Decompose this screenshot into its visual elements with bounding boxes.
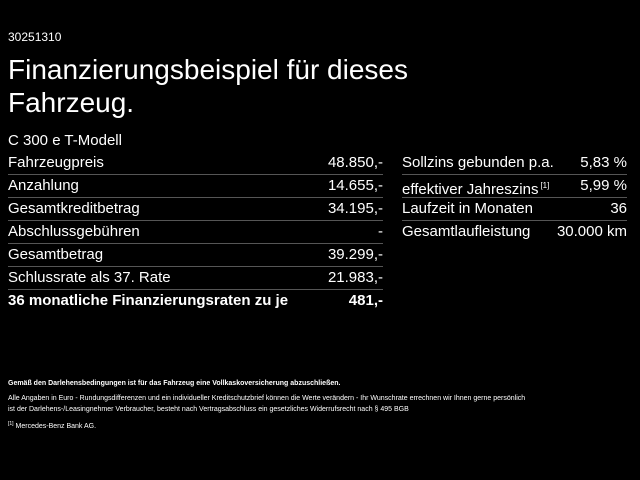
footnote-lines: Alle Angaben in Euro - Rundungsdifferenz… [8, 393, 525, 415]
row-value: - [378, 223, 383, 240]
vehicle-id: 30251310 [8, 30, 62, 44]
table-row: Fahrzeugpreis 48.850,- [8, 152, 383, 175]
ref-text: Mercedes-Benz Bank AG. [15, 423, 97, 430]
title: Finanzierungsbeispiel für dieses Fahrzeu… [8, 54, 408, 118]
row-label: Schlussrate als 37. Rate [8, 267, 171, 289]
table-row: Abschlussgebühren - [8, 221, 383, 244]
footnote-mark: [1] [540, 181, 550, 190]
row-label: Anzahlung [8, 175, 79, 197]
row-value: 5,99 % [580, 177, 627, 194]
label-text: Sollzins gebunden p.a. [402, 154, 554, 171]
row-label: Laufzeit in Monaten [402, 198, 533, 220]
footnote-line: Alle Angaben in Euro - Rundungsdifferenz… [8, 395, 526, 402]
table-row: Gesamtbetrag 39.299,- [8, 244, 383, 267]
terms-table: Sollzins gebunden p.a. 5,83 % effektiver J… [402, 152, 627, 244]
ref-mark: [1] [8, 421, 14, 427]
table-row: 36 monatliche Finanzierungsraten zu je 48… [8, 290, 383, 313]
label-text: Laufzeit in Monaten [402, 200, 533, 217]
row-label: Abschlussgebühren [8, 221, 140, 243]
table-row: Schlussrate als 37. Rate 21.983,- [8, 267, 383, 290]
finance-table: Fahrzeugpreis 48.850,- Anzahlung 14.655,- Ge… [8, 152, 383, 313]
row-label: 36 monatliche Finanzierungsraten zu je [8, 290, 288, 313]
row-value: 48.850,- [327, 154, 383, 171]
table-row: Gesamtkreditbetrag 34.195,- [8, 198, 383, 221]
footnote-line: ist der Darlehens-/Leasingnehmer Verbrau… [8, 406, 409, 413]
row-value: 21.983,- [327, 269, 383, 286]
table-row: Laufzeit in Monaten 36 [402, 198, 627, 221]
table-row: Anzahlung 14.655,- [8, 175, 383, 198]
label-text: Gesamtkreditbetrag [8, 200, 140, 217]
row-value: 5,83 % [580, 154, 627, 171]
label-text: effektiver Jahreszins [402, 181, 539, 198]
footnotes: Gemäß den Darlehensbedingungen ist für d… [8, 378, 525, 432]
footnote-bold: Gemäß den Darlehensbedingungen ist für d… [8, 380, 341, 387]
row-value: 36 [610, 200, 627, 217]
label-text: Schlussrate als 37. Rate [8, 269, 171, 286]
label-text: Gesamtlaufleistung [402, 223, 531, 240]
row-label: Gesamtbetrag [8, 244, 103, 266]
label-text: Fahrzeugpreis [8, 154, 104, 171]
model: C 300 e T-Modell [8, 132, 122, 149]
table-row: Sollzins gebunden p.a. 5,83 % [402, 152, 627, 175]
row-value: 481,- [348, 292, 383, 309]
table-row: Gesamtlaufleistung 30.000 km [402, 221, 627, 244]
row-value: 30.000 km [556, 223, 627, 240]
row-label: Fahrzeugpreis [8, 152, 104, 174]
row-value: 39.299,- [327, 246, 383, 263]
label-text: Gesamtbetrag [8, 246, 104, 263]
row-value: 34.195,- [327, 200, 383, 217]
row-label: Gesamtlaufleistung [402, 221, 530, 244]
row-label: effektiver Jahreszins [1] [402, 175, 550, 198]
table-row: effektiver Jahreszins [1] 5,99 % [402, 175, 627, 198]
row-value: 14.655,- [327, 177, 383, 194]
label-text: 36 monatliche Finanzierungsraten zu je [8, 292, 289, 309]
label-text: Abschlussgebühren [8, 223, 140, 240]
row-label: Sollzins gebunden p.a. [402, 152, 554, 174]
label-text: Anzahlung [8, 177, 79, 194]
footnote-ref: [1] Mercedes-Benz Bank AG. [8, 419, 525, 432]
row-label: Gesamtkreditbetrag [8, 198, 140, 220]
